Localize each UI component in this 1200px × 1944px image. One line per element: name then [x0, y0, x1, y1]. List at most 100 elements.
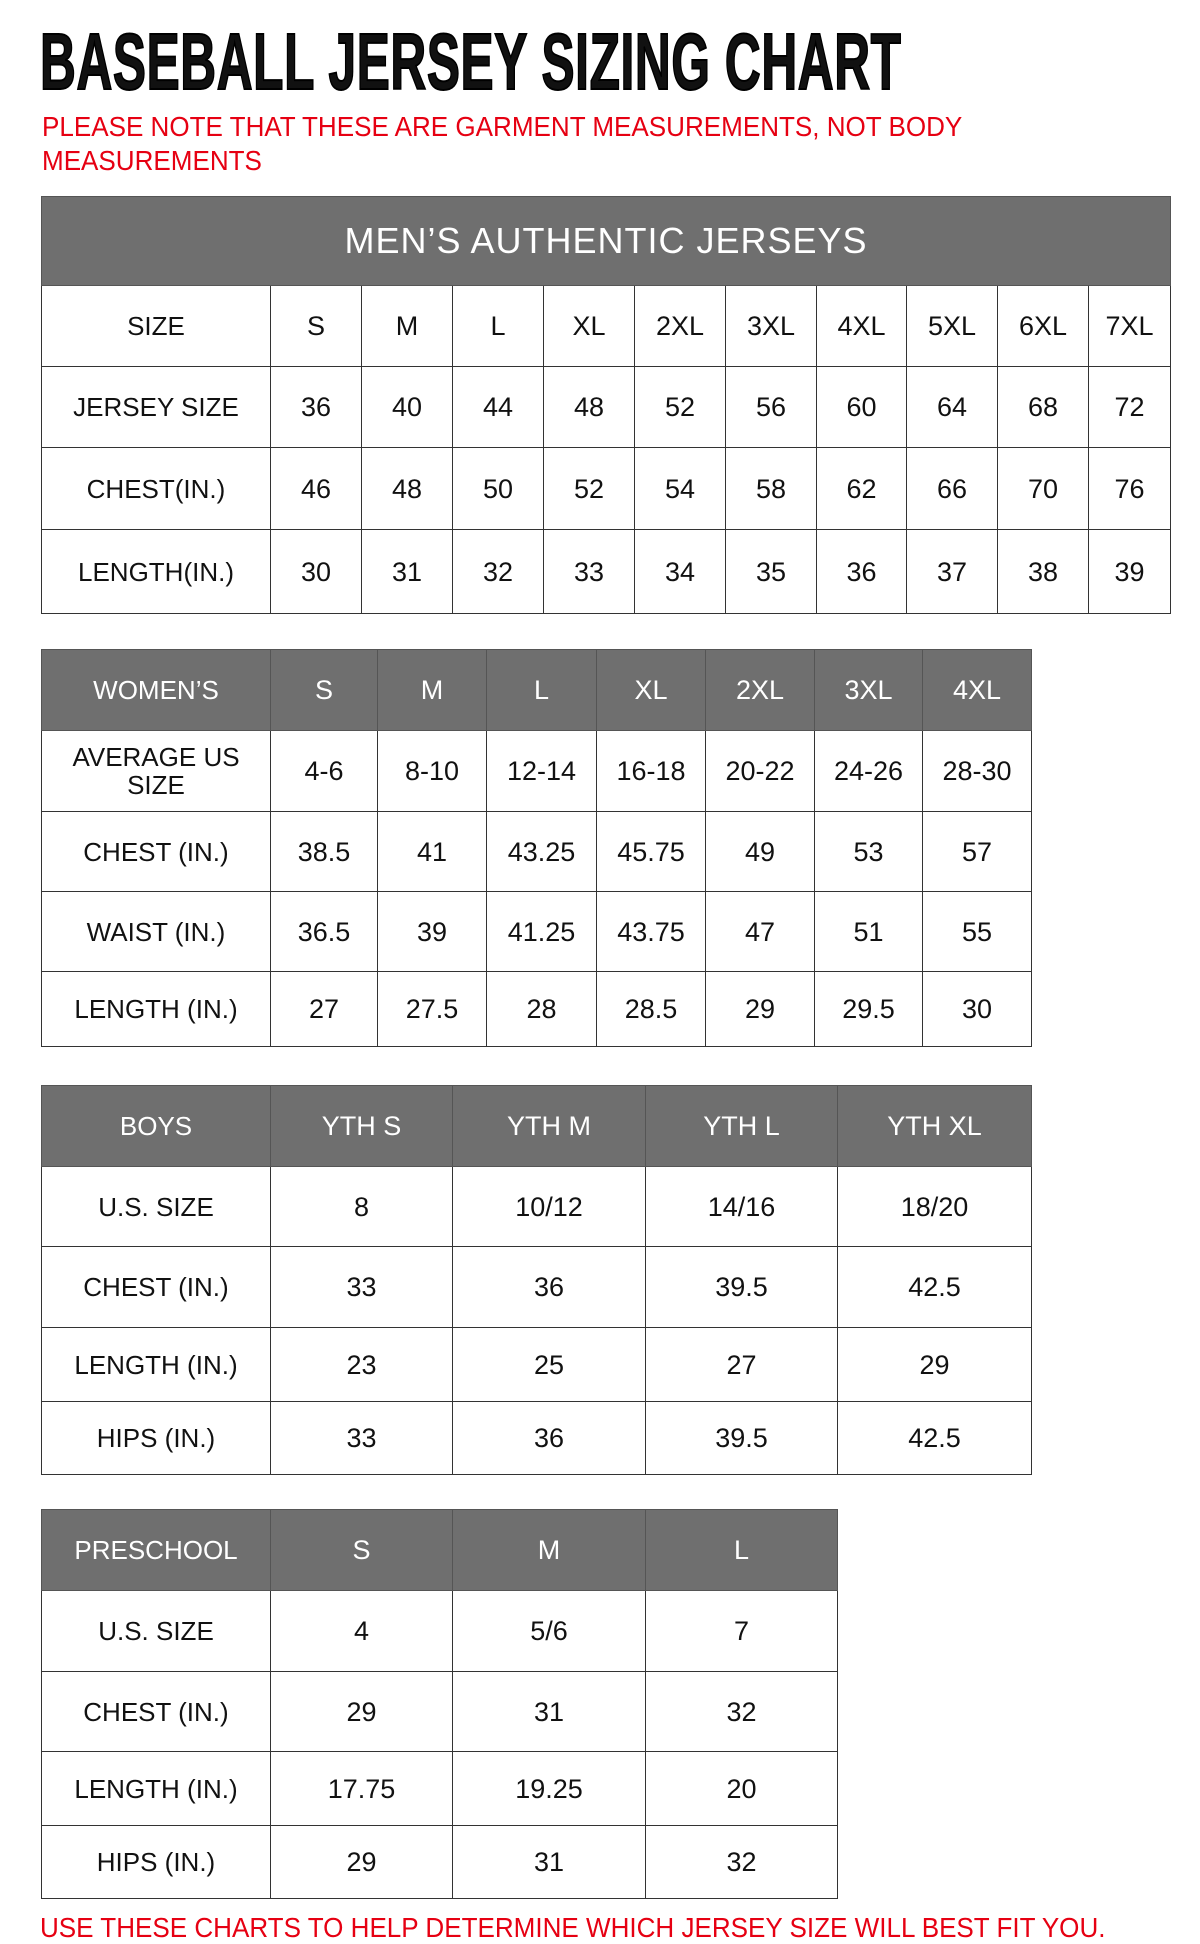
size-header: XL [596, 649, 706, 731]
table-cell: 28.5 [596, 971, 706, 1047]
size-header: S [270, 285, 362, 367]
size-header: 6XL [997, 285, 1089, 367]
row-label: LENGTH (IN.) [41, 1327, 271, 1402]
row-label: U.S. SIZE [41, 1590, 271, 1672]
table-cell: 43.25 [486, 811, 597, 892]
table-cell: 31 [361, 529, 453, 614]
table-cell: 8-10 [377, 730, 487, 812]
header-row: WOMEN’S S M L XL 2XL 3XL 4XL [41, 649, 1032, 731]
table-cell: 39.5 [645, 1401, 838, 1475]
size-header: 3XL [814, 649, 923, 731]
table-cell: 47 [705, 891, 815, 972]
table-cell: 48 [361, 447, 453, 530]
size-header: 5XL [906, 285, 998, 367]
table-cell: 33 [270, 1401, 453, 1475]
womens-size-table: WOMEN’S S M L XL 2XL 3XL 4XL AVERAGE US SIZE 4-6 8… [41, 649, 1032, 1047]
table-cell: 32 [452, 529, 544, 614]
table-cell: 36 [816, 529, 907, 614]
table-cell: 20-22 [705, 730, 815, 812]
row-label: SIZE [41, 285, 271, 367]
table-cell: 38.5 [270, 811, 378, 892]
table-cell: 17.75 [270, 1751, 453, 1826]
row-label: WAIST (IN.) [41, 891, 271, 972]
row-label: LENGTH (IN.) [41, 971, 271, 1047]
table-cell: 29 [270, 1671, 453, 1752]
size-header: 3XL [725, 285, 817, 367]
row-label: CHEST (IN.) [41, 811, 271, 892]
table-row: HIPS (IN.) 33 36 39.5 42.5 [41, 1401, 1032, 1475]
size-header: L [645, 1509, 838, 1591]
table-cell: 27.5 [377, 971, 487, 1047]
table-cell: 31 [452, 1671, 646, 1752]
table-cell: 30 [270, 529, 362, 614]
table-cell: 42.5 [837, 1401, 1032, 1475]
table-cell: 57 [922, 811, 1032, 892]
table-cell: 72 [1087, 366, 1172, 448]
footer-note: USE THESE CHARTS TO HELP DETERMINE WHICH… [40, 1912, 1106, 1943]
preschool-size-table: PRESCHOOL S M L U.S. SIZE 4 5/6 7 CHEST (IN.) 29 3… [41, 1509, 838, 1899]
table-title: MEN’S AUTHENTIC JERSEYS [40, 196, 1172, 286]
table-cell: 29 [837, 1327, 1032, 1402]
table-cell: 45.75 [596, 811, 706, 892]
table-cell: 4 [270, 1590, 453, 1672]
table-row: U.S. SIZE 4 5/6 7 [41, 1590, 838, 1672]
table-cell: 43.75 [596, 891, 706, 972]
table-cell: 48 [543, 366, 635, 448]
size-header: S [270, 649, 378, 731]
table-row: U.S. SIZE 8 10/12 14/16 18/20 [41, 1166, 1032, 1247]
table-cell: 36.5 [270, 891, 378, 972]
row-label: AVERAGE US SIZE [41, 730, 271, 812]
table-cell: 8 [270, 1166, 453, 1247]
size-header: 4XL [816, 285, 907, 367]
table-cell: 28 [486, 971, 597, 1047]
table-cell: 68 [997, 366, 1089, 448]
table-cell: 46 [270, 447, 362, 530]
table-cell: 18/20 [837, 1166, 1032, 1247]
table-cell: 37 [906, 529, 998, 614]
table-cell: 38 [997, 529, 1089, 614]
table-cell: 62 [816, 447, 907, 530]
table-cell: 27 [645, 1327, 838, 1402]
table-cell: 4-6 [270, 730, 378, 812]
table-cell: 55 [922, 891, 1032, 972]
table-cell: 29 [270, 1825, 453, 1899]
table-cell: 28-30 [922, 730, 1032, 812]
header-row: PRESCHOOL S M L [41, 1509, 838, 1591]
table-row: LENGTH (IN.) 23 25 27 29 [41, 1327, 1032, 1402]
table-cell: 64 [906, 366, 998, 448]
table-cell: 70 [997, 447, 1089, 530]
row-label: CHEST (IN.) [41, 1246, 271, 1328]
size-header: S [270, 1509, 453, 1591]
size-header: YTH L [645, 1085, 838, 1167]
table-row: JERSEY SIZE 36 40 44 48 52 56 60 64 68 72 [41, 366, 1172, 448]
row-label: PRESCHOOL [41, 1509, 271, 1591]
table-cell: 66 [906, 447, 998, 530]
row-label: JERSEY SIZE [41, 366, 271, 448]
table-cell: 24-26 [814, 730, 923, 812]
table-cell: 50 [452, 447, 544, 530]
mens-size-table: MEN’S AUTHENTIC JERSEYS SIZE S M L XL 2XL 3XL 4X… [40, 196, 1172, 614]
table-cell: 76 [1087, 447, 1172, 530]
row-label: CHEST (IN.) [41, 1671, 271, 1752]
size-header: M [452, 1509, 646, 1591]
table-cell: 36 [452, 1401, 646, 1475]
size-header: 4XL [922, 649, 1032, 731]
table-cell: 33 [270, 1246, 453, 1328]
size-header: 2XL [705, 649, 815, 731]
table-row: LENGTH (IN.) 17.75 19.25 20 [41, 1751, 838, 1826]
table-cell: 41.25 [486, 891, 597, 972]
table-cell: 29.5 [814, 971, 923, 1047]
table-row: CHEST (IN.) 38.5 41 43.25 45.75 49 53 57 [41, 811, 1032, 892]
table-row: WAIST (IN.) 36.5 39 41.25 43.75 47 51 55 [41, 891, 1032, 972]
table-cell: 30 [922, 971, 1032, 1047]
table-cell: 52 [634, 366, 726, 448]
table-cell: 20 [645, 1751, 838, 1826]
table-cell: 27 [270, 971, 378, 1047]
table-cell: 51 [814, 891, 923, 972]
row-label: HIPS (IN.) [41, 1825, 271, 1899]
table-cell: 14/16 [645, 1166, 838, 1247]
table-cell: 36 [270, 366, 362, 448]
size-header: L [486, 649, 597, 731]
table-cell: 44 [452, 366, 544, 448]
table-cell: 39 [1087, 529, 1172, 614]
